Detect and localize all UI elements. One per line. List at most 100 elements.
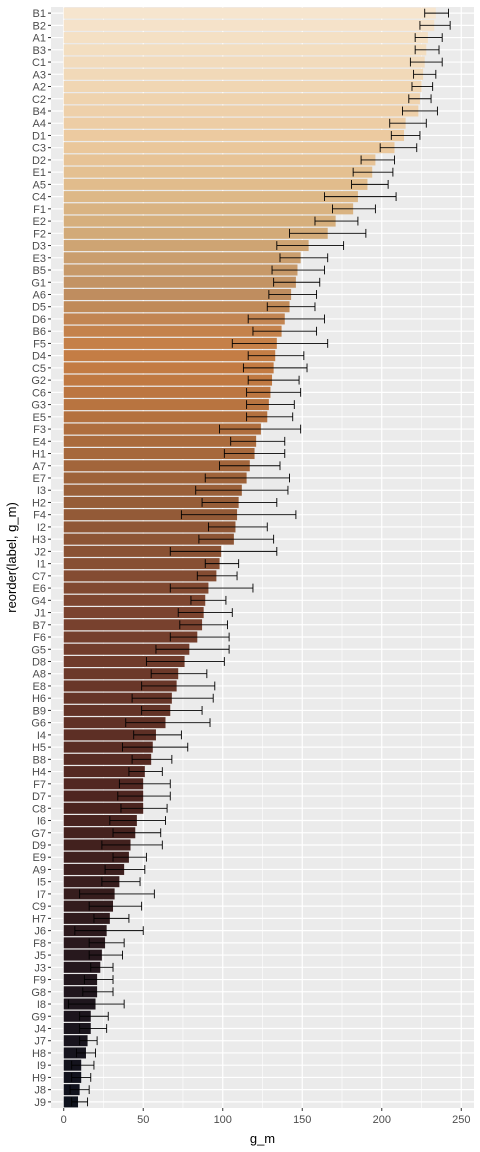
bar-C8	[63, 802, 144, 814]
bar-F9	[63, 974, 98, 986]
errorbar-I3	[195, 485, 289, 495]
y-tick-label-B7: B7	[33, 620, 46, 632]
bar-E3	[63, 252, 301, 264]
bar-F4	[63, 509, 238, 521]
bar-A2	[63, 81, 422, 93]
errorbar-G6	[125, 718, 211, 728]
errorbar-G4	[190, 595, 227, 605]
errorbar-I6	[109, 816, 166, 825]
bar-J2	[63, 545, 222, 557]
y-tick-label-B3: B3	[33, 45, 46, 57]
bar-D6	[63, 313, 285, 325]
y-tick-label-E6: E6	[33, 583, 46, 595]
bar-A4	[63, 117, 406, 129]
y-tick-label-E4: E4	[33, 436, 46, 448]
errorbar-F1	[332, 204, 376, 214]
bar-C6	[63, 386, 271, 398]
errorbar-C9	[88, 901, 143, 911]
bar-J3	[63, 961, 101, 973]
y-tick-label-J2: J2	[34, 546, 46, 558]
errorbar-D6	[247, 314, 325, 324]
errorbar-A5	[351, 179, 389, 189]
bar-D2	[63, 154, 376, 166]
y-tick-label-J4: J4	[34, 1023, 46, 1035]
bar-H7	[63, 912, 110, 924]
errorbar-D8	[145, 657, 225, 666]
y-tick-label-J1: J1	[34, 608, 46, 620]
bars-group	[63, 7, 436, 1108]
y-tick-label-C8: C8	[32, 803, 46, 815]
bar-I6	[63, 815, 137, 827]
bar-H6	[63, 692, 172, 704]
errorbar-H5	[122, 742, 189, 752]
errorbar-D3	[276, 241, 345, 250]
errorbar-C7	[196, 571, 238, 581]
y-tick-label-I1: I1	[37, 559, 46, 571]
y-tick-label-C2: C2	[32, 94, 46, 106]
bar-J7	[63, 1035, 88, 1047]
y-tick-label-D5: D5	[32, 302, 46, 314]
y-tick-label-H6: H6	[32, 693, 46, 705]
y-tick-label-F8: F8	[33, 938, 46, 950]
bar-J9	[63, 1096, 79, 1108]
errorbar-J3	[90, 962, 114, 972]
y-tick-label-F6: F6	[33, 632, 46, 644]
y-tick-label-C9: C9	[32, 901, 46, 913]
bar-C5	[63, 362, 274, 374]
x-tick-label: 150	[293, 1114, 311, 1126]
y-tick-label-I8: I8	[37, 999, 46, 1011]
errorbar-B1	[424, 8, 450, 18]
y-tick-label-A3: A3	[33, 69, 46, 81]
bar-E9	[63, 851, 129, 863]
errorbar-C6	[246, 387, 302, 397]
bar-H1	[63, 448, 255, 460]
bar-D1	[63, 129, 405, 141]
y-tick-label-H4: H4	[32, 767, 46, 779]
x-tick-label: 100	[214, 1114, 232, 1126]
errorbar-G7	[112, 828, 162, 838]
y-tick-label-H8: H8	[32, 1048, 46, 1060]
errorbar-G3	[246, 400, 295, 409]
y-tick-label-D1: D1	[32, 130, 46, 142]
bar-H2	[63, 496, 239, 508]
y-tick-label-I9: I9	[37, 1060, 46, 1072]
errorbar-G8	[82, 987, 114, 997]
errorbar-D4	[247, 351, 305, 361]
bar-D9	[63, 839, 131, 851]
errorbar-A9	[104, 865, 146, 874]
errorbar-C8	[120, 803, 168, 813]
errorbar-J9	[71, 1097, 89, 1107]
errorbar-A6	[268, 290, 318, 299]
errorbar-E9	[112, 852, 147, 862]
y-tick-label-B8: B8	[33, 754, 46, 766]
bar-F6	[63, 631, 198, 643]
y-tick-label-H7: H7	[32, 913, 46, 925]
bar-C2	[63, 93, 420, 105]
bar-I5	[63, 876, 120, 888]
errorbar-A1	[414, 33, 443, 42]
y-tick-label-G5: G5	[31, 644, 46, 656]
errorbar-H3	[198, 534, 275, 544]
errorbar-J2	[169, 546, 278, 556]
errorbar-G1	[273, 277, 321, 287]
errorbar-A2	[411, 82, 434, 91]
bar-G5	[63, 643, 190, 655]
bar-J4	[63, 1022, 91, 1034]
y-tick-label-A6: A6	[33, 289, 46, 301]
y-tick-label-A2: A2	[33, 82, 46, 94]
bar-G9	[63, 1010, 91, 1022]
y-tick-label-B4: B4	[33, 106, 46, 118]
bar-G4	[63, 594, 206, 606]
y-tick-label-G4: G4	[31, 595, 46, 607]
y-tick-labels: B1B2A1B3C1A3A2C2B4A4D1C3D2E1A5C4F1E2F2D3…	[31, 8, 51, 1109]
bar-J5	[63, 949, 102, 961]
y-tick-label-J9: J9	[34, 1097, 46, 1109]
bar-E1	[63, 166, 373, 178]
errorbars-group	[68, 8, 451, 1107]
errorbar-D5	[266, 302, 316, 312]
bar-B7	[63, 619, 203, 631]
errorbar-H1	[223, 449, 286, 458]
bar-E5	[63, 411, 268, 423]
bar-F5	[63, 337, 277, 349]
errorbar-H4	[128, 767, 163, 776]
